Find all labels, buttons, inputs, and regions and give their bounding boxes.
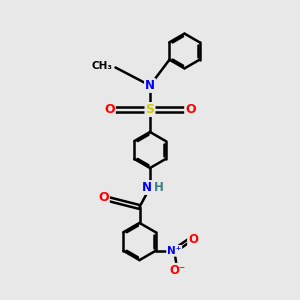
Text: CH₃: CH₃: [92, 61, 112, 71]
Text: O: O: [188, 233, 198, 246]
Text: O: O: [104, 103, 115, 116]
Text: O: O: [98, 190, 109, 204]
Text: O: O: [185, 103, 196, 116]
Text: O⁻: O⁻: [169, 264, 185, 277]
Text: N⁺: N⁺: [167, 246, 181, 256]
Text: H: H: [154, 181, 163, 194]
Text: N: N: [145, 79, 155, 92]
Text: N: N: [141, 181, 152, 194]
Text: S: S: [146, 103, 154, 116]
